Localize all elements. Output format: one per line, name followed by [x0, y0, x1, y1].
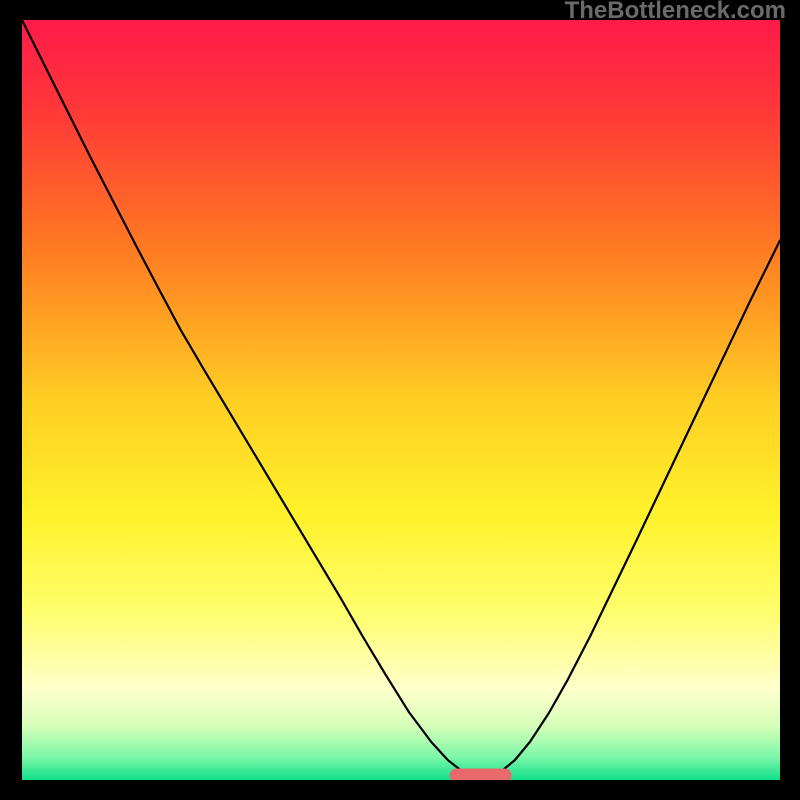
optimal-marker — [450, 768, 512, 780]
plot-area — [22, 20, 780, 780]
bottleneck-curve — [22, 20, 780, 775]
plot-svg — [22, 20, 780, 780]
watermark-text: TheBottleneck.com — [565, 0, 786, 25]
